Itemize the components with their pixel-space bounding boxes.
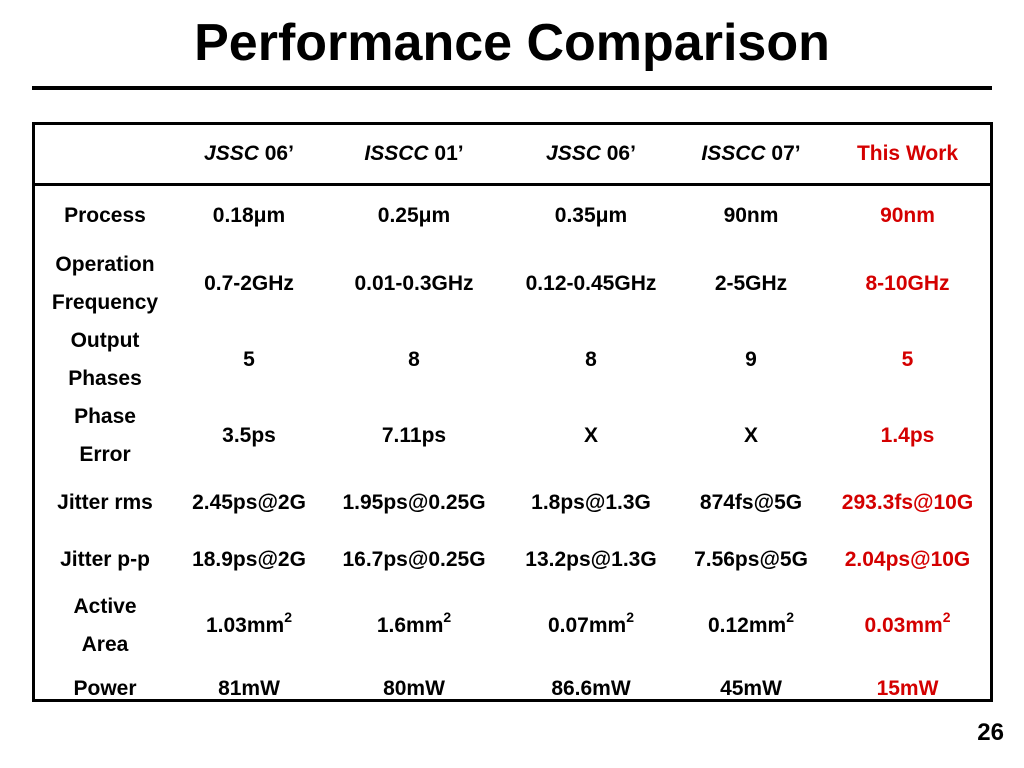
table-cell: 1.8ps@1.3G (531, 491, 651, 514)
table-row-operation-frequency: Operation Frequency 0.7-2GHz 0.01-0.3GHz … (35, 246, 990, 322)
table-cell: 0.12-0.45GHz (525, 272, 657, 295)
table-cell: 0.12mm2 (707, 609, 794, 637)
column-header-jssc-06-b: JSSC 06’ (505, 125, 677, 186)
table-cell: 80mW (383, 677, 445, 700)
table-cell-this-work: 15mW (876, 677, 939, 700)
table-cell: 81mW (218, 677, 280, 700)
title-divider (32, 86, 992, 90)
table-cell: 0.7-2GHz (204, 272, 294, 295)
column-header-jssc-06-a: JSSC 06’ (175, 125, 323, 186)
table-cell: 9 (745, 348, 757, 371)
table-cell: 8 (408, 348, 420, 371)
table-row-jitter-rms: Jitter rms 2.45ps@2G 1.95ps@0.25G 1.8ps@… (35, 474, 990, 532)
row-label-active-area: Active Area (73, 595, 137, 656)
table-row-active-area: Active Area 1.03mm2 1.6mm2 0.07mm2 0.12mm… (35, 588, 990, 664)
table-cell: 7.11ps (381, 424, 447, 447)
table-cell: 90nm (723, 204, 779, 227)
table-cell-this-work: 8-10GHz (865, 272, 950, 295)
table-cell: 18.9ps@2G (192, 548, 306, 571)
column-header-this-work: This Work (825, 125, 990, 186)
table-cell: 0.35μm (554, 204, 628, 227)
table-cell-this-work: 1.4ps (880, 424, 935, 447)
header-corner-cell (35, 125, 175, 186)
column-header-isscc-07: ISSCC 07’ (677, 125, 825, 186)
table-cell: X (743, 424, 758, 447)
table-cell-this-work: 90nm (880, 204, 935, 227)
table-cell-this-work: 2.04ps@10G (844, 548, 971, 571)
row-label-phase-error: Phase Error (74, 405, 136, 466)
row-label-process: Process (64, 204, 146, 227)
table-cell: 1.03mm2 (205, 609, 292, 637)
table-row-output-phases: Output Phases 5 8 8 9 5 (35, 322, 990, 398)
table-cell-this-work: 293.3fs@10G (841, 491, 974, 514)
comparison-table: JSSC 06’ ISSCC 01’ JSSC 06’ ISSCC 07’ Th… (35, 125, 990, 714)
table-cell: 2.45ps@2G (192, 491, 306, 514)
row-label-jitter-rms: Jitter rms (57, 491, 153, 514)
table-cell: 86.6mW (551, 677, 631, 700)
table-cell: 1.6mm2 (376, 609, 452, 637)
row-label-operation-frequency: Operation Frequency (51, 253, 159, 314)
table-header-row: JSSC 06’ ISSCC 01’ JSSC 06’ ISSCC 07’ Th… (35, 125, 990, 186)
table-cell: 16.7ps@0.25G (342, 548, 486, 571)
table-cell-this-work: 5 (901, 348, 914, 371)
table-cell: 0.25μm (377, 204, 451, 227)
table-cell: 45mW (720, 677, 782, 700)
table-cell: 1.95ps@0.25G (342, 491, 486, 514)
table-cell: 5 (243, 348, 255, 371)
table-cell-this-work: 0.03mm2 (864, 609, 951, 637)
page-number: 26 (977, 719, 1004, 746)
table-cell: 3.5ps (222, 424, 276, 447)
table-cell: 13.2ps@1.3G (525, 548, 657, 571)
slide-title: Performance Comparison (194, 14, 830, 72)
row-label-power: Power (73, 677, 137, 700)
table-cell: 0.18μm (212, 204, 286, 227)
table-cell: 8 (585, 348, 597, 371)
table-cell: 0.01-0.3GHz (354, 272, 474, 295)
table-row-process: Process 0.18μm 0.25μm 0.35μm 90nm 90nm (35, 185, 990, 247)
table-row-jitter-pp: Jitter p-p 18.9ps@2G 16.7ps@0.25G 13.2ps… (35, 532, 990, 588)
table-cell: 2-5GHz (714, 272, 788, 295)
row-label-output-phases: Output Phases (68, 329, 142, 390)
table-row-power: Power 81mW 80mW 86.6mW 45mW 15mW (35, 664, 990, 714)
table-cell: 874fs@5G (699, 491, 803, 514)
table-row-phase-error: Phase Error 3.5ps 7.11ps X X 1.4ps (35, 398, 990, 474)
row-label-jitter-pp: Jitter p-p (60, 548, 150, 571)
table-cell: 7.56ps@5G (694, 548, 808, 571)
comparison-table-frame: JSSC 06’ ISSCC 01’ JSSC 06’ ISSCC 07’ Th… (32, 122, 993, 702)
column-header-isscc-01: ISSCC 01’ (323, 125, 505, 186)
table-cell: X (583, 424, 598, 447)
table-cell: 0.07mm2 (547, 609, 634, 637)
